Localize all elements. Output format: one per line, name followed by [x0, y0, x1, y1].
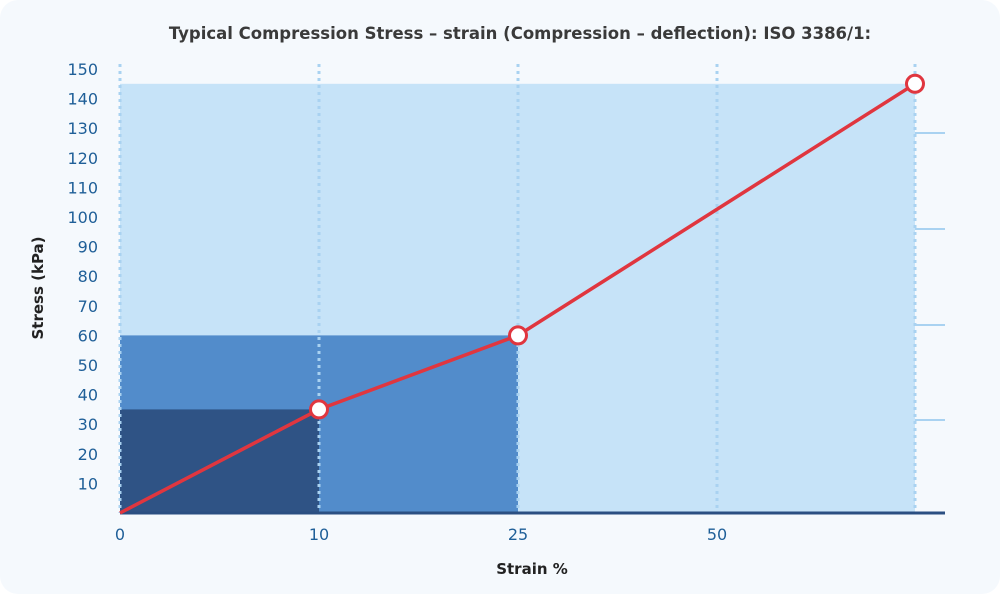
y-tick-label: 60 [78, 326, 98, 345]
data-point [508, 325, 528, 346]
x-axis-label: Strain % [496, 560, 568, 578]
y-tick-label: 80 [78, 267, 98, 286]
x-tick-label: 10 [309, 525, 329, 544]
y-tick-label: 140 [67, 90, 98, 109]
y-tick-label: 100 [67, 208, 98, 227]
y-tick-label: 120 [67, 149, 98, 168]
data-point [309, 399, 329, 420]
x-tick-label: 25 [508, 525, 528, 544]
y-tick-label: 20 [78, 445, 98, 464]
y-tick-label: 40 [78, 386, 98, 405]
y-tick-label: 130 [67, 119, 98, 138]
data-point [905, 73, 925, 94]
y-tick-label: 50 [78, 356, 98, 375]
y-tick-label: 10 [78, 474, 98, 493]
y-tick-label: 90 [78, 238, 98, 257]
y-tick-label: 30 [78, 415, 98, 434]
y-tick-label: 70 [78, 297, 98, 316]
y-tick-label: 150 [67, 60, 98, 79]
series-line [119, 82, 916, 515]
x-tick-label: 0 [115, 525, 125, 544]
chart-title: Typical Compression Stress – strain (Com… [168, 24, 872, 43]
y-tick-label: 110 [67, 178, 98, 197]
x-tick-label: 50 [707, 525, 727, 544]
